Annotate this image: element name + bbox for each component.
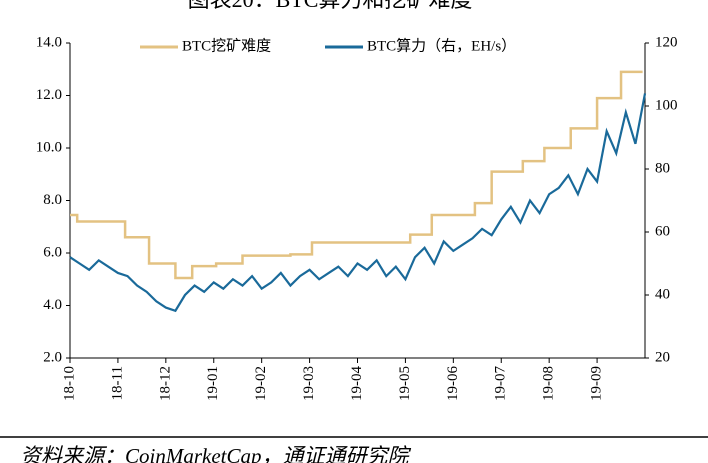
y2-tick-label: 100 [655,97,678,113]
series-line [70,70,643,280]
y-tick-label: 14.0 [36,34,62,50]
x-tick-label: 19-02 [253,366,269,401]
y2-tick-label: 120 [655,34,678,50]
legend-label: BTC挖矿难度 [182,37,271,54]
y-tick-label: 2.0 [43,349,62,365]
x-tick-label: 18-12 [157,366,173,401]
y2-tick-label: 40 [655,286,670,302]
x-tick-label: 19-03 [301,366,317,401]
y2-tick-label: 60 [655,223,670,239]
y2-tick-label: 20 [655,349,670,365]
x-tick-label: 18-11 [109,366,125,400]
x-tick-label: 19-08 [541,366,557,401]
chart-title: 图表20：BTC算力和挖矿难度 [188,0,473,12]
y-tick-label: 4.0 [43,297,62,313]
source: 资料来源：CoinMarketCap，通证通研究院 [20,444,411,463]
legend-label: BTC算力（右，EH/s） [367,36,516,54]
y-tick-label: 6.0 [43,244,62,260]
x-tick-label: 19-04 [349,366,365,401]
x-tick-label: 19-07 [493,366,509,401]
x-tick-label: 19-01 [205,366,221,401]
x-tick-label: 18-10 [61,366,77,401]
y-tick-label: 12.0 [36,87,62,103]
x-tick-label: 19-06 [445,366,461,401]
y2-tick-label: 80 [655,160,670,176]
y-tick-label: 10.0 [36,139,62,155]
y-tick-label: 8.0 [43,192,62,208]
x-tick-label: 19-05 [397,366,413,401]
x-tick-label: 19-09 [589,366,605,401]
series-line [69,93,647,313]
